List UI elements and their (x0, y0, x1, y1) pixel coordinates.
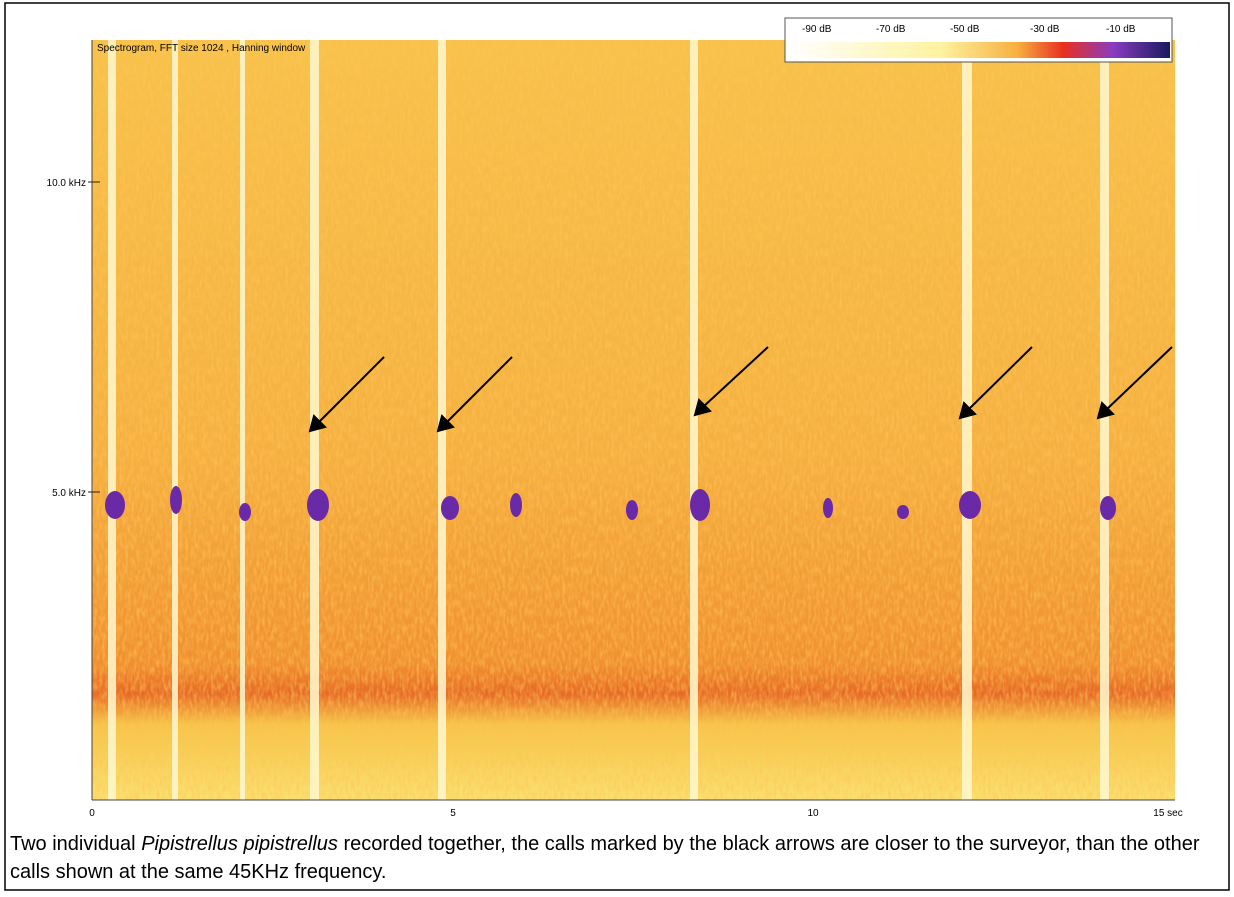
legend-label: -30 dB (1030, 24, 1060, 35)
legend-label: -10 dB (1106, 24, 1136, 35)
x-tick-label: 5 (450, 808, 456, 819)
call-marks (105, 486, 1116, 521)
x-tick-label: 15 sec (1153, 808, 1182, 819)
legend-label: -70 dB (876, 24, 906, 35)
caption-text: recorded together, the calls marked by t… (10, 833, 1200, 883)
frame (4, 2, 1230, 891)
plot-title: Spectrogram, FFT size 1024 , Hanning win… (97, 43, 306, 54)
species-name: Pipistrellus pipistrellus (141, 833, 338, 855)
y-tick-label: 5.0 kHz (52, 488, 86, 499)
x-tick-label: 10 (807, 808, 819, 819)
spectrogram-texture (92, 40, 1175, 800)
caption: Two individual Pipistrellus pipistrellus… (10, 830, 1225, 886)
legend-label: -90 dB (802, 24, 832, 35)
legend-scale (788, 42, 1170, 58)
arrows (308, 346, 1173, 433)
y-tick-label: 10.0 kHz (47, 178, 86, 189)
x-tick-label: 0 (89, 808, 95, 819)
caption-text: Two individual (10, 833, 136, 855)
legend-label: -50 dB (950, 24, 980, 35)
